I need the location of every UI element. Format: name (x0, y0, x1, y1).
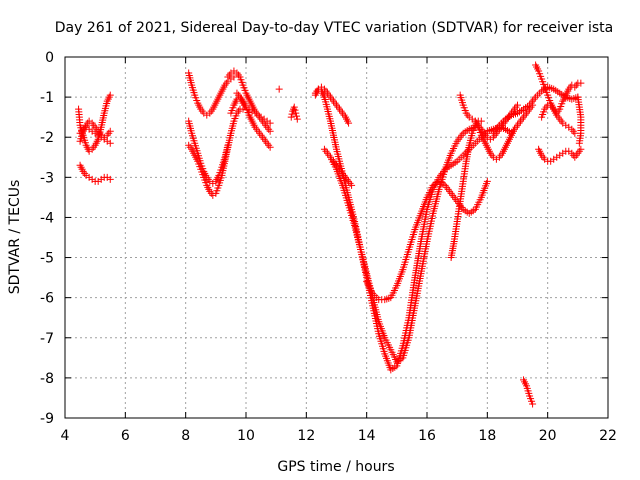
data-point (293, 112, 301, 120)
y-tick-label: -2 (40, 130, 54, 146)
data-point (477, 117, 485, 125)
series-track-n (311, 85, 515, 374)
series-track-r (447, 117, 485, 262)
series-track-b (76, 117, 114, 145)
series-track-v (520, 376, 537, 408)
data-point (529, 400, 537, 408)
x-tick-label: 6 (121, 428, 130, 444)
x-tick-label: 16 (418, 428, 436, 444)
x-axis-label: GPS time / hours (277, 459, 394, 475)
series-track-d (76, 161, 114, 185)
data-point (577, 145, 585, 153)
y-tick-label: -8 (40, 371, 54, 387)
x-tick-label: 20 (539, 428, 557, 444)
data-point (345, 119, 353, 127)
data-point (106, 91, 114, 99)
series-track-c (76, 123, 114, 147)
x-tick-label: 8 (181, 428, 190, 444)
data-point (292, 109, 300, 117)
series-track-a (75, 91, 114, 155)
series-track-p (329, 157, 356, 189)
x-tick-label: 14 (358, 428, 376, 444)
y-tick-label: -5 (40, 251, 54, 267)
chart-title: Day 261 of 2021, Sidereal Day-to-day VTE… (55, 20, 613, 36)
y-tick-label: -4 (40, 210, 54, 226)
data-point (577, 79, 585, 87)
data-point (290, 103, 298, 111)
y-tick-label: -3 (40, 170, 54, 186)
data-point (291, 106, 299, 114)
x-tick-label: 10 (237, 428, 255, 444)
data-point (575, 139, 583, 147)
data-point (266, 119, 274, 127)
y-tick-label: -6 (40, 291, 54, 307)
data-point (230, 73, 238, 81)
series-track-k (275, 85, 283, 93)
data-point (483, 177, 491, 185)
data-point (514, 101, 521, 109)
series-track-y (538, 79, 585, 121)
series-track-j (233, 89, 274, 127)
data-layer (75, 61, 585, 408)
tick-layer: 4 6 8 10 12 14 16 18 20 22 0 -1 -2 -3 -4 -5 -6 -7 -8 -9 (40, 50, 617, 444)
data-point (348, 181, 356, 189)
series-track-l (287, 103, 301, 123)
data-point (293, 115, 301, 123)
data-point (266, 127, 274, 135)
plot-frame (64, 56, 609, 419)
series-track-q (363, 177, 491, 304)
data-point (266, 143, 274, 151)
data-point (288, 110, 296, 118)
series-track-e (185, 69, 238, 119)
y-tick-label: -7 (40, 331, 54, 347)
x-tick-label: 18 (478, 428, 496, 444)
y-axis-label: SDTVAR / TECUs (7, 180, 23, 295)
series-track-x (535, 145, 585, 165)
series-track-g (185, 105, 247, 199)
series-track-i (227, 93, 274, 151)
y-tick-label: 0 (45, 50, 54, 66)
data-point (106, 139, 114, 147)
data-point (106, 175, 114, 183)
x-tick-label: 4 (61, 428, 70, 444)
y-tick-label: -9 (40, 411, 54, 427)
series-track-z (574, 93, 585, 147)
data-point (275, 85, 283, 93)
data-point (106, 127, 114, 135)
x-tick-label: 12 (297, 428, 315, 444)
data-point (571, 129, 579, 137)
y-tick-label: -1 (40, 90, 54, 106)
grid-layer (65, 57, 608, 418)
x-tick-label: 22 (599, 428, 617, 444)
data-point (287, 113, 295, 121)
